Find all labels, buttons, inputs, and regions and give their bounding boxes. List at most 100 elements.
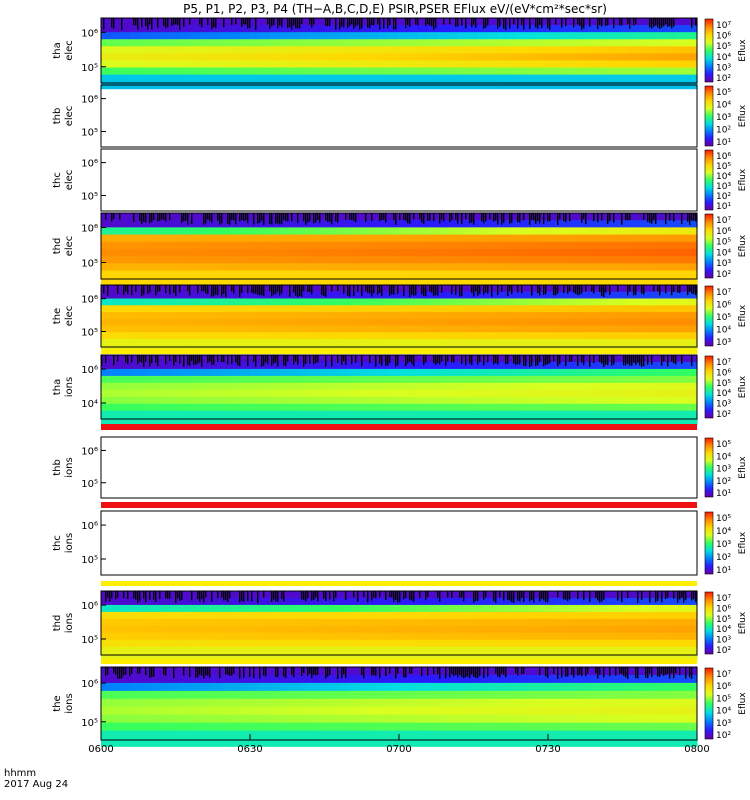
- y-tick-label: 10⁶: [81, 679, 98, 690]
- svg-text:elec: elec: [64, 236, 75, 257]
- colorbar-tick-label: 10²: [716, 646, 731, 656]
- colorbar-tick-label: 10⁵: [716, 88, 731, 98]
- colorbar-tick-label: 10⁶: [716, 32, 731, 42]
- colorbar-tick-label: 10³: [716, 465, 731, 475]
- panel-frame: [100, 590, 698, 656]
- panel-ylabel: tha ions: [52, 377, 75, 397]
- colorbar-tick-label: 10⁷: [716, 358, 731, 368]
- svg-text:elec: elec: [64, 106, 75, 127]
- colorbar-tick-label: 10³: [716, 636, 731, 646]
- colorbar-tick-label: 10³: [716, 719, 731, 729]
- colorbar-tick-label: 10²: [716, 410, 731, 420]
- colorbar-tick-label: 10⁴: [716, 53, 731, 63]
- svg-text:elec: elec: [64, 170, 75, 191]
- svg-text:ions: ions: [64, 693, 75, 713]
- x-tick-label: 0600: [88, 744, 113, 755]
- dropout-stripes: [103, 18, 697, 30]
- panel-ylabel: the ions: [52, 693, 75, 713]
- colorbar: [704, 437, 714, 498]
- panel-ylabel: thd elec: [52, 236, 75, 257]
- colorbar-tick-label: 10³: [716, 63, 731, 73]
- colorbar-tick-label: 10⁴: [716, 452, 731, 462]
- svg-text:thd: thd: [52, 238, 63, 255]
- colorbar: [704, 511, 714, 575]
- quality-flag-bar: [101, 349, 697, 354]
- colorbar-tick-label: 10⁵: [716, 162, 731, 172]
- colorbar-label: Eflux: [738, 104, 748, 127]
- y-tick-label: 10⁶: [81, 95, 98, 106]
- y-tick-label: 10⁵: [81, 63, 98, 74]
- panel-the-ions: 10⁶ 10⁵ the ions 10⁷ 10⁶ 10⁵ 10⁴ 10³ 10² Eflux: [52, 666, 748, 747]
- panel-frame: [100, 17, 698, 84]
- colorbar-label: Eflux: [738, 234, 748, 257]
- colorbar-tick-label: 10²: [716, 553, 731, 563]
- svg-text:the: the: [52, 308, 63, 324]
- panel-frame: [100, 148, 698, 212]
- svg-text:ions: ions: [64, 457, 75, 477]
- colorbar-tick-label: 10³: [716, 540, 731, 550]
- colorbar: [704, 149, 714, 211]
- colorbar-tick-label: 10³: [716, 338, 731, 348]
- panel-frame: [100, 212, 698, 280]
- colorbar-tick-label: 10⁶: [716, 368, 731, 378]
- x-axis-date-label: 2017 Aug 24: [4, 779, 68, 790]
- colorbar-tick-label: 10²: [716, 192, 731, 202]
- svg-text:the: the: [52, 695, 63, 711]
- colorbar-tick-label: 10⁷: [716, 670, 731, 680]
- colorbar-label: Eflux: [738, 456, 748, 479]
- svg-text:elec: elec: [64, 40, 75, 61]
- colorbar: [704, 355, 714, 419]
- panel-ylabel: tha elec: [52, 40, 75, 61]
- colorbar: [704, 667, 714, 740]
- y-tick-label: 10⁵: [81, 328, 98, 339]
- y-tick-label: 10⁴: [81, 399, 98, 410]
- figure-title: P5, P1, P2, P3, P4 (TH−A,B,C,D,E) PSIR,P…: [183, 2, 607, 16]
- svg-text:ions: ions: [64, 533, 75, 553]
- colorbar-tick-label: 10⁵: [716, 694, 731, 704]
- x-tick-label: 0630: [237, 744, 262, 755]
- colorbar-tick-label: 10⁶: [716, 301, 731, 311]
- colorbar: [704, 285, 714, 347]
- panel-ylabel: thb ions: [52, 457, 75, 477]
- colorbar-tick-label: 10²: [716, 126, 731, 136]
- y-tick-label: 10⁶: [81, 365, 98, 376]
- panel-frame: [100, 510, 698, 576]
- colorbar-label: Eflux: [738, 531, 748, 554]
- y-tick-label: 10⁵: [81, 479, 98, 490]
- colorbar-tick-label: 10⁵: [716, 440, 731, 450]
- colorbar-tick-label: 10¹: [716, 489, 731, 499]
- colorbar-tick-label: 10⁴: [716, 707, 731, 717]
- y-tick-label: 10⁶: [81, 28, 98, 39]
- colorbar: [704, 85, 714, 147]
- y-tick-label: 10⁶: [81, 224, 98, 235]
- colorbar-tick-label: 10⁷: [716, 21, 731, 31]
- y-tick-label: 10⁶: [81, 295, 98, 306]
- y-tick-label: 10⁶: [81, 446, 98, 457]
- svg-text:elec: elec: [64, 306, 75, 327]
- colorbar-tick-label: 10³: [716, 113, 731, 123]
- colorbar-tick-label: 10²: [716, 477, 731, 487]
- colorbar-tick-label: 10⁴: [716, 101, 731, 111]
- panel-ylabel: thc elec: [52, 170, 75, 191]
- colorbar-label: Eflux: [738, 611, 748, 634]
- svg-text:tha: tha: [52, 42, 63, 58]
- colorbar-tick-label: 10⁴: [716, 248, 731, 258]
- y-tick-label: 10⁵: [81, 718, 98, 729]
- x-tick-label: 0800: [684, 744, 709, 755]
- panel-thb-ions: 10⁶ 10⁵ thb ions 10⁵ 10⁴ 10³ 10² 10¹ Eflux: [52, 436, 748, 499]
- y-tick-label: 10⁵: [81, 259, 98, 270]
- x-tick-label: 0700: [386, 744, 411, 755]
- colorbar-tick-label: 10⁴: [716, 527, 731, 537]
- y-tick-label: 10⁶: [81, 601, 98, 612]
- panel-ylabel: thd ions: [52, 613, 75, 633]
- svg-text:thd: thd: [52, 615, 63, 632]
- panel-frame: [100, 354, 698, 420]
- dropout-stripes: [105, 591, 697, 603]
- colorbar-tick-label: 10⁴: [716, 389, 731, 399]
